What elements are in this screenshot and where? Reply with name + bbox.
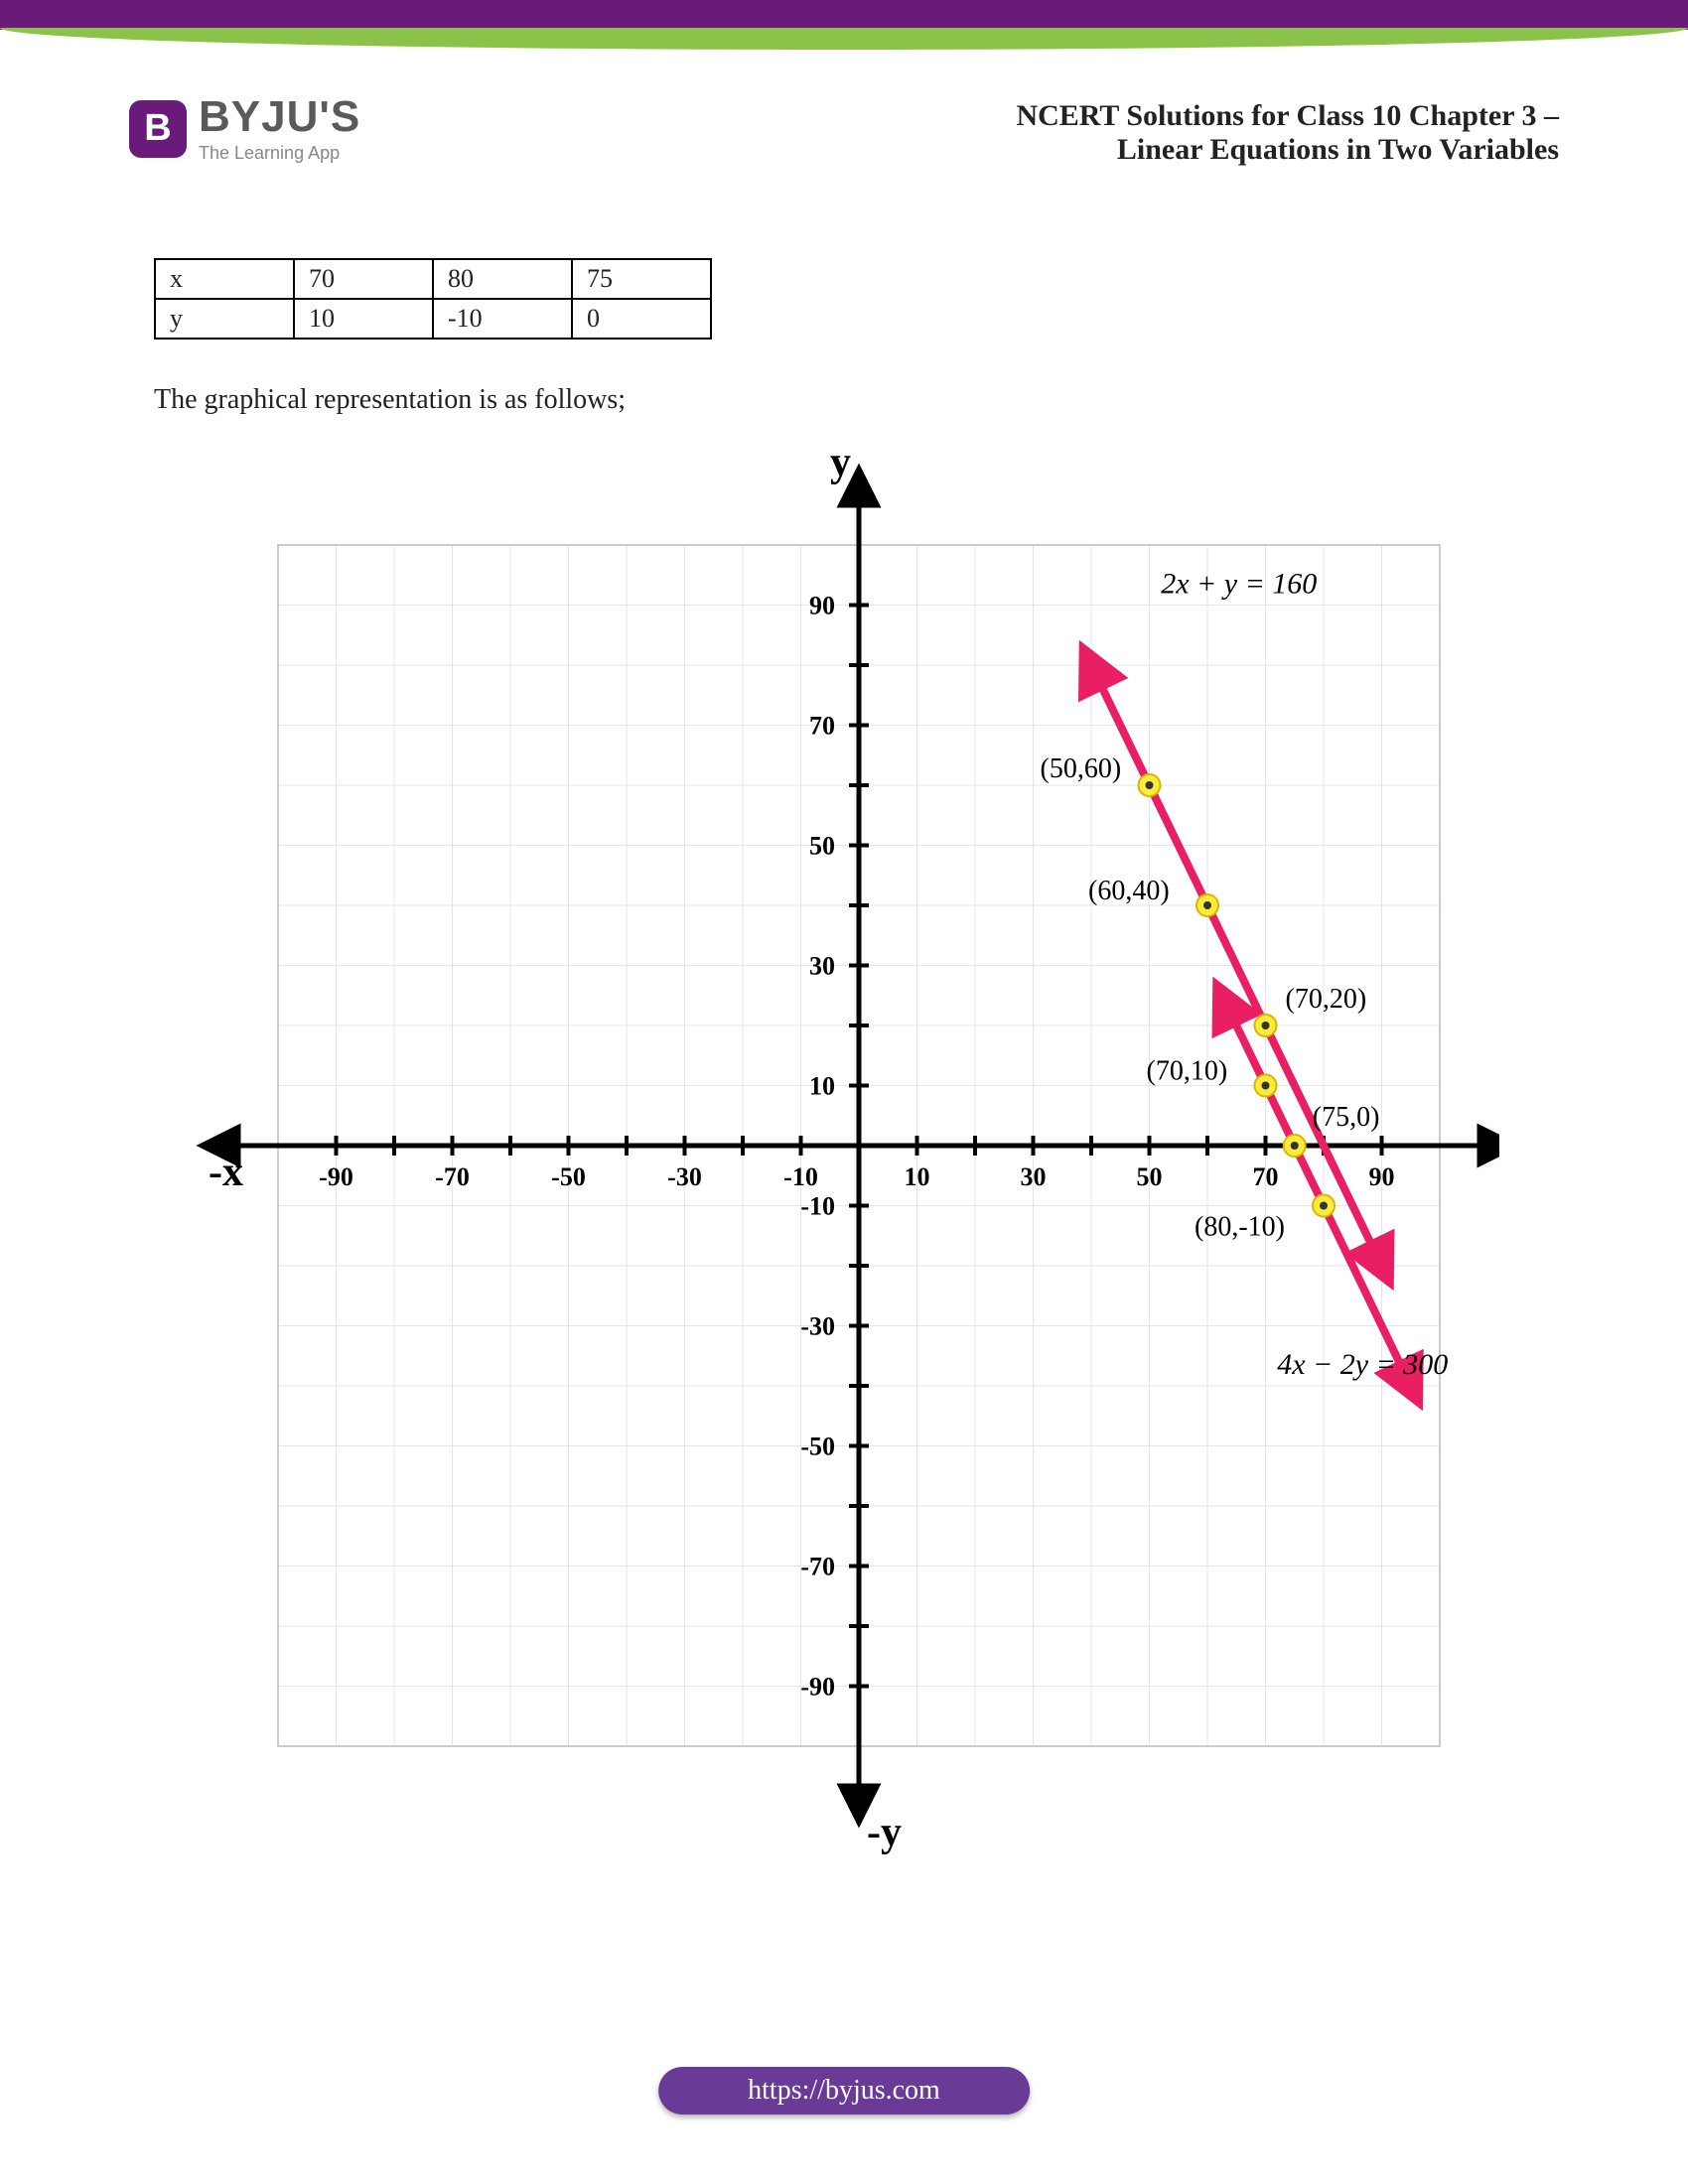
footer-link[interactable]: https://byjus.com bbox=[658, 2067, 1030, 2115]
table-cell: x bbox=[155, 259, 294, 299]
svg-text:90: 90 bbox=[1369, 1162, 1395, 1191]
graph-container: -90 -70 -50 -30 -10 10 30 50 70 90 -90 -70 -50 -30 -10… bbox=[189, 456, 1499, 1895]
xy-table: x 70 80 75 y 10 -10 0 bbox=[154, 258, 712, 340]
svg-text:y: y bbox=[830, 456, 851, 485]
graph-svg: -90 -70 -50 -30 -10 10 30 50 70 90 -90 -70 -50 -30 -10… bbox=[189, 456, 1499, 1895]
svg-text:-10: -10 bbox=[783, 1162, 818, 1191]
page-header: NCERT Solutions for Class 10 Chapter 3 –… bbox=[864, 99, 1559, 167]
svg-text:-70: -70 bbox=[435, 1162, 470, 1191]
table-cell: 75 bbox=[572, 259, 711, 299]
svg-text:10: 10 bbox=[905, 1162, 930, 1191]
caption: The graphical representation is as follo… bbox=[154, 384, 1534, 416]
table-cell: 0 bbox=[572, 299, 711, 339]
svg-text:-30: -30 bbox=[667, 1162, 702, 1191]
table-cell: -10 bbox=[433, 299, 572, 339]
svg-text:50: 50 bbox=[1137, 1162, 1163, 1191]
svg-text:(60,40): (60,40) bbox=[1088, 876, 1170, 906]
svg-text:-70: -70 bbox=[800, 1553, 835, 1581]
table-row: x 70 80 75 bbox=[155, 259, 711, 299]
svg-text:-30: -30 bbox=[800, 1312, 835, 1341]
svg-text:-10: -10 bbox=[800, 1192, 835, 1221]
brand-name: BYJU'S bbox=[199, 94, 360, 140]
brand-badge: B bbox=[129, 100, 187, 158]
svg-text:-x: -x bbox=[209, 1150, 243, 1195]
svg-text:90: 90 bbox=[809, 592, 835, 620]
svg-text:4x − 2y = 300: 4x − 2y = 300 bbox=[1277, 1348, 1448, 1381]
svg-text:2x + y = 160: 2x + y = 160 bbox=[1161, 567, 1317, 600]
header-line1: NCERT Solutions for Class 10 Chapter 3 – bbox=[864, 99, 1559, 133]
svg-text:(75,0): (75,0) bbox=[1313, 1102, 1380, 1133]
svg-text:(70,10): (70,10) bbox=[1147, 1056, 1228, 1087]
svg-text:10: 10 bbox=[809, 1072, 835, 1101]
table-cell: 10 bbox=[294, 299, 433, 339]
table-cell: 80 bbox=[433, 259, 572, 299]
top-curve bbox=[0, 28, 1688, 50]
svg-text:-y: -y bbox=[867, 1810, 902, 1855]
svg-text:-90: -90 bbox=[800, 1673, 835, 1702]
svg-text:-90: -90 bbox=[319, 1162, 353, 1191]
svg-text:70: 70 bbox=[1253, 1162, 1279, 1191]
brand-logo: B BYJU'S The Learning App bbox=[129, 94, 360, 163]
table-cell: y bbox=[155, 299, 294, 339]
brand-subtitle: The Learning App bbox=[199, 144, 360, 163]
svg-text:70: 70 bbox=[809, 712, 835, 741]
svg-text:(70,20): (70,20) bbox=[1286, 984, 1367, 1015]
svg-text:30: 30 bbox=[1021, 1162, 1047, 1191]
svg-text:(80,-10): (80,-10) bbox=[1195, 1212, 1285, 1243]
header-line2: Linear Equations in Two Variables bbox=[864, 133, 1559, 167]
svg-text:-50: -50 bbox=[551, 1162, 586, 1191]
svg-text:30: 30 bbox=[809, 952, 835, 981]
svg-text:-50: -50 bbox=[800, 1433, 835, 1461]
topbar bbox=[0, 0, 1688, 30]
table-row: y 10 -10 0 bbox=[155, 299, 711, 339]
table-cell: 70 bbox=[294, 259, 433, 299]
svg-text:(50,60): (50,60) bbox=[1041, 753, 1122, 784]
svg-text:50: 50 bbox=[809, 832, 835, 861]
